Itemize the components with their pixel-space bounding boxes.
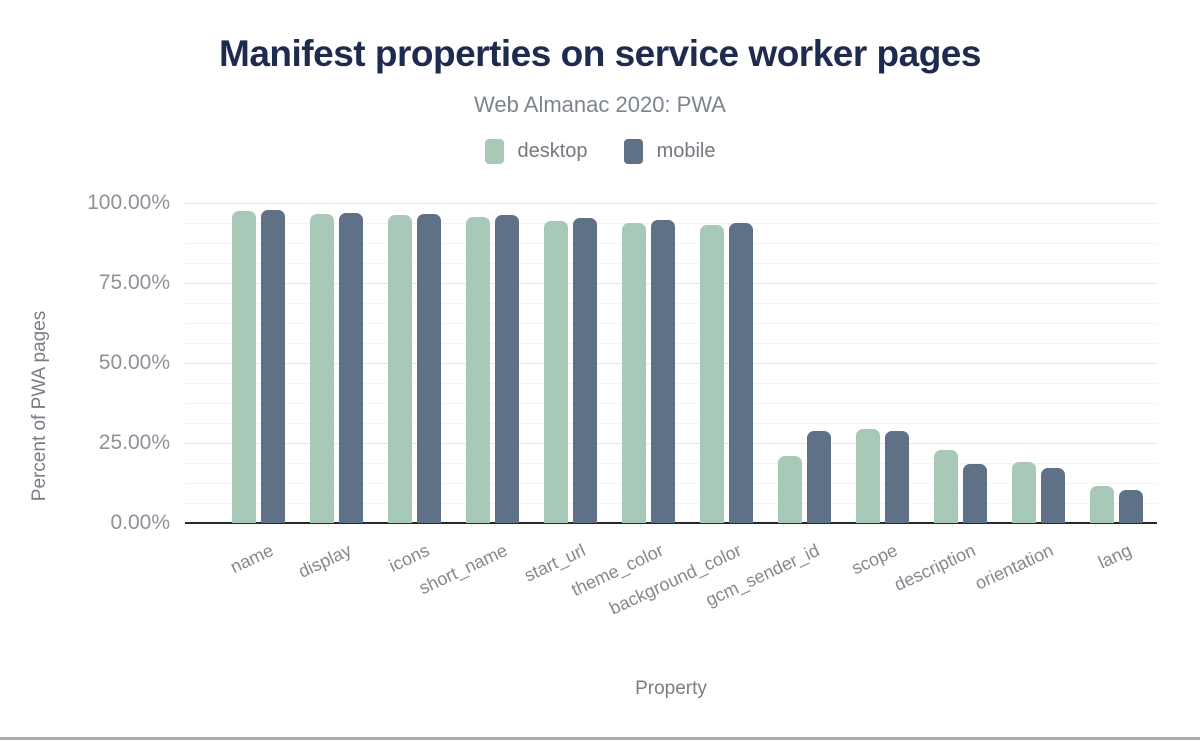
- chart-title: Manifest properties on service worker pa…: [219, 33, 981, 74]
- bar-group-background_color: [699, 203, 753, 523]
- bar-group-start_url: [543, 203, 597, 523]
- legend-item-mobile: mobile: [623, 139, 716, 164]
- y-tick-label: 100.00%: [87, 191, 170, 214]
- y-axis-title: Percent of PWA pages: [29, 310, 50, 502]
- desktop-bar-background_color: [699, 225, 724, 523]
- bar-group-icons: [387, 203, 441, 523]
- desktop-bar-description: [933, 449, 958, 523]
- y-tick-label: 25.00%: [98, 431, 170, 454]
- x-tick-label-scope: scope: [848, 540, 901, 579]
- chart-subtitle: Web Almanac 2020: PWA: [474, 92, 726, 117]
- legend: desktop mobile: [0, 139, 1200, 164]
- desktop-bar-name: [231, 211, 256, 523]
- desktop-bar-display: [309, 214, 334, 523]
- bar-group-short_name: [465, 203, 519, 523]
- x-tick-label-lang: lang: [1095, 540, 1135, 573]
- y-tick-label: 75.00%: [98, 271, 170, 294]
- major-gridline: [185, 203, 1157, 204]
- bar-group-theme_color: [621, 203, 675, 523]
- y-tick-label: 0.00%: [110, 511, 170, 534]
- x-tick-label-orientation: orientation: [971, 540, 1057, 594]
- bar-group-scope: [855, 203, 909, 523]
- legend-item-desktop: desktop: [484, 139, 588, 164]
- legend-label-mobile: mobile: [656, 140, 716, 162]
- mobile-bar-icons: [416, 214, 441, 523]
- x-tick-label-icons: icons: [385, 540, 433, 576]
- mobile-bar-background_color: [728, 222, 753, 523]
- mobile-bar-scope: [884, 430, 909, 523]
- bar-group-gcm_sender_id: [777, 203, 831, 523]
- x-tick-label-description: description: [891, 540, 979, 595]
- bar-group-display: [309, 203, 363, 523]
- x-tick-label-background_color: background_color: [606, 540, 745, 619]
- desktop-bar-orientation: [1011, 461, 1036, 523]
- mobile-bar-theme_color: [650, 220, 675, 523]
- desktop-bar-icons: [387, 214, 412, 523]
- mobile-bar-description: [962, 463, 987, 523]
- mobile-bar-start_url: [572, 217, 597, 523]
- desktop-bar-scope: [855, 428, 880, 523]
- mobile-bar-name: [260, 210, 285, 523]
- mobile-bar-gcm_sender_id: [806, 430, 831, 523]
- legend-label-desktop: desktop: [517, 140, 588, 162]
- desktop-bar-short_name: [465, 217, 490, 523]
- desktop-bar-start_url: [543, 220, 568, 523]
- desktop-bar-lang: [1089, 486, 1114, 523]
- bar-group-orientation: [1011, 203, 1065, 523]
- desktop-swatch-icon: [484, 139, 504, 164]
- desktop-bar-theme_color: [621, 223, 646, 523]
- bar-group-lang: [1089, 203, 1143, 523]
- desktop-bar-gcm_sender_id: [777, 455, 802, 523]
- mobile-bar-orientation: [1040, 468, 1065, 523]
- plot-area: 0.00% 25.00% 50.00% 75.00% 100.00%: [87, 192, 1157, 534]
- mobile-bar-display: [338, 212, 363, 523]
- x-tick-label-short_name: short_name: [415, 540, 511, 599]
- bar-group-description: [933, 203, 987, 523]
- mobile-swatch-icon: [623, 139, 643, 164]
- bottom-divider: [0, 737, 1200, 740]
- x-tick-label-name: name: [227, 540, 277, 578]
- x-axis-line: [185, 522, 1157, 524]
- mobile-bar-lang: [1118, 489, 1143, 523]
- bar-group-name: [231, 203, 285, 523]
- x-axis-title: Property: [635, 678, 707, 699]
- x-tick-label-display: display: [295, 540, 355, 582]
- y-tick-label: 50.00%: [98, 351, 170, 374]
- mobile-bar-short_name: [494, 214, 519, 523]
